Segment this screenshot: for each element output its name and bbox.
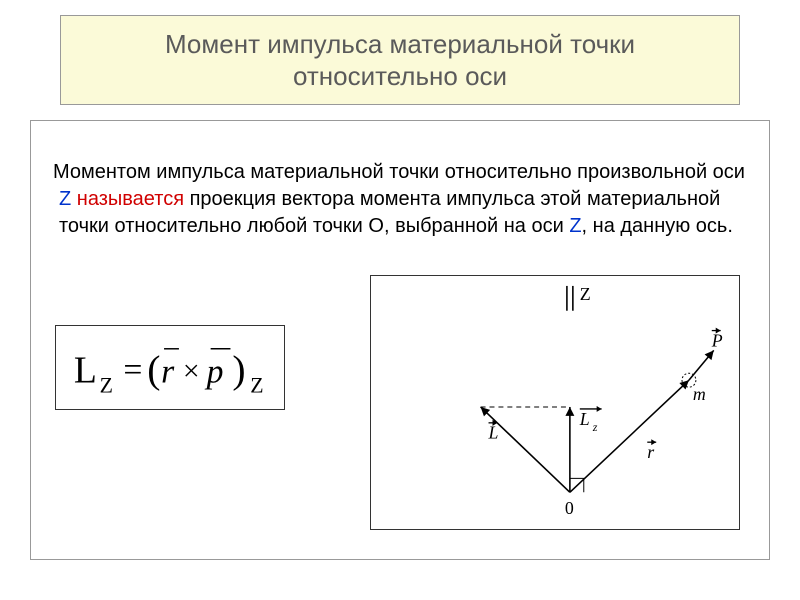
Lz-vector-head bbox=[565, 407, 574, 416]
mass-label: m bbox=[693, 384, 706, 404]
definition-segment: называется bbox=[77, 188, 190, 210]
definition-segment: Z bbox=[569, 215, 581, 237]
diagram-svg: Z 0 L Lz r m P bbox=[371, 276, 739, 529]
formula-box: L Z = ( r × p ) Z bbox=[55, 325, 285, 410]
formula-rp: ) bbox=[232, 348, 245, 392]
formula-sub: Z bbox=[100, 374, 113, 398]
definition-segment: Z bbox=[59, 188, 77, 210]
definition-segment: О bbox=[368, 215, 384, 237]
definition-segment: , выбранной на оси bbox=[384, 215, 569, 237]
r-label: r bbox=[647, 442, 654, 462]
Lz-label: L bbox=[579, 409, 590, 429]
r-vector bbox=[570, 380, 689, 492]
formula-svg: L Z = ( r × p ) Z bbox=[56, 325, 284, 409]
definition-segment: Моментом импульса материальной точки отн… bbox=[53, 161, 745, 183]
formula-r: r bbox=[161, 354, 175, 391]
slide-title: Момент импульса материальной точки относ… bbox=[81, 28, 719, 93]
formula-times: × bbox=[183, 356, 200, 388]
origin-label: 0 bbox=[565, 498, 574, 518]
definition-text: Моментом импульса материальной точки отн… bbox=[53, 159, 747, 240]
formula-sub2: Z bbox=[250, 374, 263, 398]
formula-eq: = bbox=[123, 352, 142, 389]
L-vector bbox=[481, 407, 570, 492]
z-label: Z bbox=[580, 284, 591, 304]
title-box: Момент импульса материальной точки относ… bbox=[60, 15, 740, 105]
formula-p: p bbox=[205, 354, 224, 391]
P-label: P bbox=[711, 330, 723, 350]
diagram-box: Z 0 L Lz r m P bbox=[370, 275, 740, 530]
definition-segment: , на данную ось. bbox=[582, 215, 733, 237]
Lz-bar-head bbox=[597, 406, 602, 412]
formula-L: L bbox=[74, 350, 97, 392]
formula-lp: ( bbox=[147, 348, 160, 392]
L-label: L bbox=[488, 423, 499, 443]
Lz-sub: z bbox=[592, 420, 598, 434]
